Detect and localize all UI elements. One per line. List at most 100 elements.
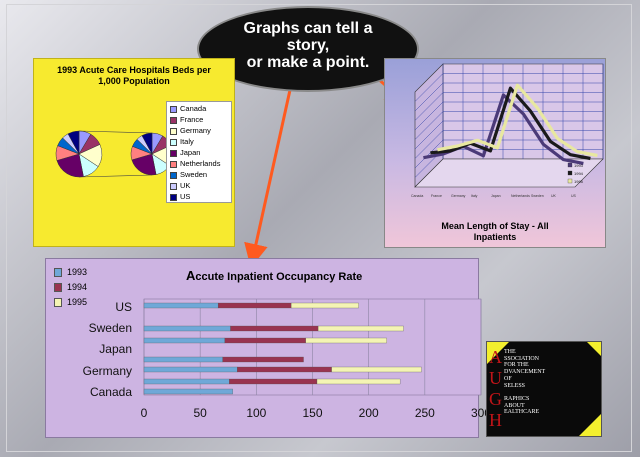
bar-category-label: Canada <box>90 385 132 399</box>
legend-label: 1994 <box>67 282 88 292</box>
line-chart-title: Mean Length of Stay - All Inpatients <box>385 221 605 243</box>
legend-label: Netherlands <box>180 159 221 168</box>
pie-2-slice-japan <box>131 153 157 176</box>
line-legend-swatch <box>567 178 573 184</box>
legend-swatch <box>170 193 177 201</box>
bar-germany-1994 <box>237 366 332 373</box>
pie-legend-item: Germany <box>170 125 231 136</box>
pie-1-slice-japan <box>56 153 84 178</box>
bar-category-label: Sweden <box>89 321 132 335</box>
bar-us-1993 <box>143 302 219 309</box>
bar-xtick-label: 150 <box>302 406 322 420</box>
logo-initial: G <box>489 389 502 409</box>
logo-line: OF <box>504 375 512 382</box>
bar-canada-1995 <box>316 378 401 385</box>
bar-us-1994 <box>217 302 292 309</box>
pie-legend-item: France <box>170 114 231 125</box>
bar-xtick-label: 0 <box>141 406 148 420</box>
legend-label: Japan <box>180 148 201 157</box>
legend-swatch <box>170 171 177 179</box>
bar-xtick-label: 50 <box>193 406 207 420</box>
line-tick-label: UK <box>551 194 557 198</box>
bar-sweden-1994 <box>230 325 319 332</box>
bar-sweden-1993 <box>143 325 231 332</box>
legend-swatch <box>170 149 177 157</box>
line-series-1994 <box>430 86 591 161</box>
pie-connector-bottom <box>78 174 153 178</box>
logo-line: DVANCEMENT <box>504 369 546 376</box>
legend-swatch <box>170 182 177 190</box>
bar-xtick-label: 250 <box>415 406 435 420</box>
bar-us-1995 <box>291 302 359 309</box>
logo-text: THE SSOCIATION FOR THE DVANCEMENT OF SELESS R… <box>504 349 545 416</box>
pie-legend-item: UK <box>170 180 231 191</box>
bar-japan-1993 <box>143 337 226 344</box>
line-legend-label: 1994 <box>574 171 584 176</box>
logo-line: ABOUT <box>504 402 525 409</box>
bar-chart-title: Accute Inpatient Occupancy Rate <box>186 268 362 283</box>
bar-chart-legend: 1993 1994 1995 <box>54 265 87 310</box>
line-legend-label: 1993 <box>574 163 584 168</box>
line-title-line-2: Inpatients <box>473 232 517 242</box>
line-gridline-side <box>414 120 444 150</box>
line-gridline-side <box>414 73 444 102</box>
slide-frame <box>6 4 632 452</box>
line-chart-plot: Canada France Germany Italy Japan Netherlands… <box>411 63 604 198</box>
callout-line-2: story, <box>286 37 330 54</box>
bar-legend-item: 1994 <box>54 280 87 295</box>
bar-category-label: US <box>115 300 132 314</box>
legend-swatch <box>170 116 177 124</box>
line-tick-label: Netherlands <box>511 194 530 198</box>
bar-sweden-1995 <box>317 325 404 332</box>
bar-title-first-letter: A <box>186 268 196 283</box>
bar-legend-item: 1995 <box>54 295 87 310</box>
bar-legend-item: 1993 <box>54 265 87 280</box>
line-gridline-side <box>414 130 444 159</box>
bar-xtick-label: 100 <box>246 406 266 420</box>
logo-initial: U <box>489 368 502 388</box>
line-tick-label: Italy <box>471 194 478 198</box>
pie-title-line-2: 1,000 Population <box>98 76 170 86</box>
legend-swatch <box>54 298 62 308</box>
pie-chart-title: 1993 Acute Care Hospitals Beds per 1,000… <box>34 65 234 87</box>
legend-swatch <box>170 105 177 113</box>
line-legend-swatch <box>567 162 573 168</box>
pie-title-line-1: 1993 Acute Care Hospitals Beds per <box>57 65 211 75</box>
logo-line: SELESS <box>504 382 526 389</box>
logo-triangles <box>487 342 601 436</box>
pie-legend-item: US <box>170 191 231 202</box>
bar-canada-1993 <box>143 378 230 385</box>
arrow-to-bar-chart <box>244 89 292 268</box>
logo-initial: H <box>489 410 502 430</box>
legend-swatch <box>170 138 177 146</box>
legend-swatch <box>54 268 62 278</box>
line-tick-label: Japan <box>491 194 501 198</box>
line-gridline-side <box>414 101 444 131</box>
line-tick-label: Sweden <box>531 194 544 198</box>
logo-line: THE <box>504 349 516 355</box>
pie-2-slice-us <box>141 132 153 155</box>
legend-label: UK <box>180 181 191 190</box>
line-series-1995 <box>437 83 598 158</box>
logo-initial: A <box>489 347 502 367</box>
logo-line: RAPHICS <box>504 395 530 402</box>
pie-connector-top <box>78 130 153 134</box>
line-legend-label: 1995 <box>574 179 584 184</box>
pie-legend-item: Italy <box>170 136 231 147</box>
bar-japan-1995 <box>305 337 387 344</box>
pie-legend-item: Sweden <box>170 169 231 180</box>
legend-label: US <box>180 192 191 201</box>
line-gridline-side <box>414 92 444 121</box>
bar-canada-1993 <box>143 388 233 395</box>
legend-label: 1993 <box>67 267 88 277</box>
bar-germany-1993 <box>143 366 238 373</box>
legend-label: 1995 <box>67 297 88 307</box>
bar-chart-plot: 0 50 100 150 200 250 300USSwedenJapanGermanyCa… <box>83 298 491 420</box>
legend-label: Sweden <box>180 170 208 179</box>
bar-canada-1994 <box>229 378 318 385</box>
pie-chart-panel: 1993 Acute Care Hospitals Beds per 1,000… <box>33 58 235 247</box>
legend-label: Italy <box>180 137 194 146</box>
bar-germany-1993 <box>143 356 223 363</box>
line-chart-panel: Canada France Germany Italy Japan Netherlands… <box>384 58 606 248</box>
